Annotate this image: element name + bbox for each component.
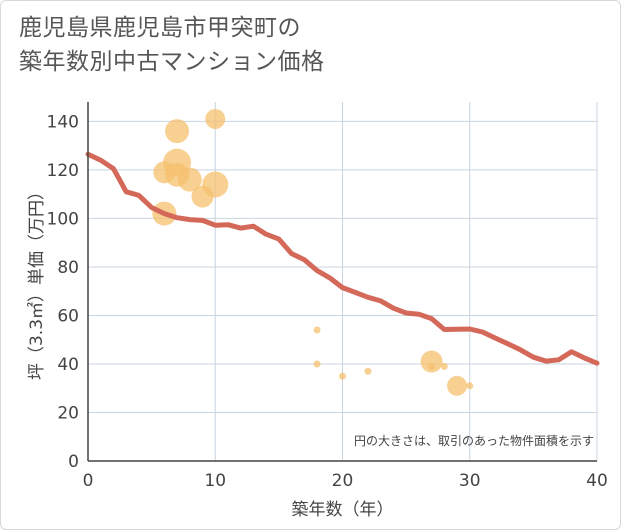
bubble-series <box>152 108 474 396</box>
grid-lines <box>88 102 598 461</box>
x-tick-label: 10 <box>204 471 226 491</box>
x-tick-label: 20 <box>332 471 354 491</box>
y-tick-label: 20 <box>57 403 79 423</box>
y-tick-label: 0 <box>68 452 79 472</box>
bubble-point <box>339 372 346 380</box>
bubble-point <box>205 108 226 129</box>
bubble-point <box>466 382 474 390</box>
x-axis-label: 築年数（年） <box>292 500 394 520</box>
y-axis-label: 坪（3.3㎡）単価（万円） <box>27 183 47 380</box>
bubble-point <box>447 375 468 396</box>
x-tick-label: 0 <box>83 471 94 491</box>
bubble-point <box>428 362 436 370</box>
size-note: 円の大きさは、取引のあった物件面積を示す <box>354 433 594 448</box>
y-tick-label: 80 <box>57 258 79 278</box>
y-tick-label: 140 <box>47 112 79 132</box>
chart-title-line2: 築年数別中古マンション価格 <box>19 49 325 75</box>
y-tick-label: 60 <box>57 306 79 326</box>
bubble-point <box>313 326 321 334</box>
x-tick-label: 30 <box>459 471 481 491</box>
bubble-point <box>440 362 448 370</box>
y-tick-labels: 0 20 40 60 80 100 120 140 <box>47 112 79 472</box>
bubble-point <box>313 360 321 368</box>
bubble-point <box>202 171 229 198</box>
axes <box>87 102 597 462</box>
bubble-point <box>420 350 443 373</box>
y-tick-label: 100 <box>47 209 79 229</box>
chart-title: 鹿児島県鹿児島市甲突町の 築年数別中古マンション価格 <box>19 11 325 79</box>
bubble-point <box>165 119 190 144</box>
bubble-point <box>364 367 372 375</box>
x-tick-label: 40 <box>586 471 608 491</box>
x-tick-labels: 0 10 20 30 40 <box>83 471 608 491</box>
y-tick-label: 120 <box>47 161 79 181</box>
trend-line <box>85 151 600 366</box>
chart-title-line1: 鹿児島県鹿児島市甲突町の <box>19 15 301 41</box>
y-tick-label: 40 <box>57 355 79 375</box>
bubble-point <box>177 167 202 192</box>
